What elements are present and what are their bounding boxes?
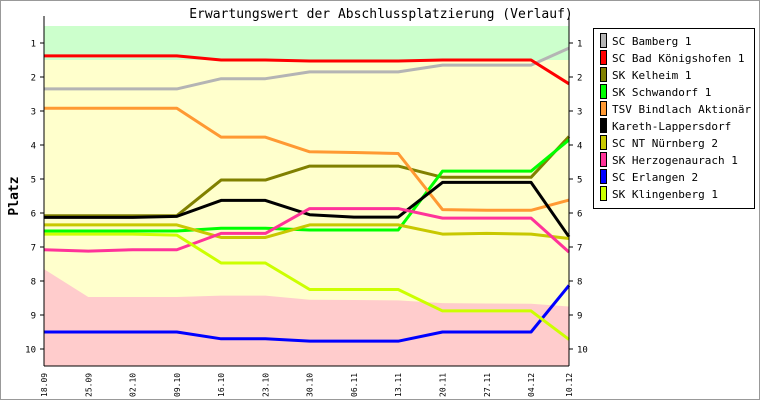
- y-tick-label-right: 5: [577, 176, 582, 186]
- series-line-5: [44, 180, 571, 238]
- legend-label-8: SC Erlangen 2: [612, 171, 698, 184]
- series-line-9: [44, 232, 570, 341]
- x-tick-label: 25.09: [84, 373, 93, 397]
- legend-swatch-9: [600, 186, 607, 201]
- legend-swatch-5: [600, 118, 607, 133]
- x-tick-label: 04.12: [527, 373, 536, 397]
- series-line-8: [44, 284, 571, 343]
- legend-label-2: SK Kelheim 1: [612, 69, 691, 82]
- y-tick-label-right: 4: [577, 142, 582, 152]
- legend-swatch-3: [600, 84, 607, 99]
- series-line-1: [44, 54, 570, 86]
- legend-swatch-2: [600, 67, 607, 82]
- legend-label-9: SK Klingenberg 1: [612, 188, 718, 201]
- legend-label-1: SC Bad Königshofen 1: [612, 52, 744, 65]
- x-tick-label: 13.11: [394, 373, 403, 397]
- zone-top: [44, 26, 569, 60]
- y-tick-label-right: 1: [577, 40, 582, 50]
- legend-swatch-8: [600, 169, 607, 184]
- legend-label-0: SC Bamberg 1: [612, 35, 691, 48]
- x-tick-label: 23.10: [261, 373, 270, 397]
- series-line-6: [44, 223, 570, 240]
- y-tick-label-right: 8: [577, 278, 582, 288]
- y-tick-label-left: 5: [31, 176, 36, 186]
- x-tick-label: 16.10: [217, 373, 226, 397]
- legend-swatch-4: [600, 101, 607, 116]
- x-tick-label: 18.09: [40, 373, 49, 397]
- x-tick-label: 10.12: [565, 373, 574, 397]
- x-tick-label: 27.11: [483, 373, 492, 397]
- legend-swatch-7: [600, 152, 607, 167]
- legend-box: [593, 28, 755, 209]
- y-tick-label-left: 1: [31, 40, 36, 50]
- x-tick-label: 02.10: [129, 373, 138, 397]
- y-tick-label-right: 2: [577, 74, 582, 84]
- x-tick-label: 09.10: [173, 373, 182, 397]
- x-tick-label: 20.11: [438, 373, 447, 397]
- legend-label-4: TSV Bindlach Aktionär 1: [612, 103, 760, 116]
- y-tick-label-right: 9: [577, 312, 582, 322]
- y-tick-label-right: 10: [577, 346, 588, 356]
- legend-label-6: SC NT Nürnberg 2: [612, 137, 718, 150]
- y-tick-label-left: 8: [31, 278, 36, 288]
- zone-bottom: [44, 269, 569, 366]
- legend-swatch-1: [600, 50, 607, 65]
- series-line-0: [44, 46, 570, 91]
- y-tick-label-left: 6: [31, 210, 36, 220]
- y-tick-label-right: 6: [577, 210, 582, 220]
- legend-swatch-0: [600, 33, 607, 48]
- series-line-3: [44, 138, 570, 233]
- y-tick-label-left: 4: [31, 142, 36, 152]
- y-tick-label-left: 2: [31, 74, 36, 84]
- legend-swatch-6: [600, 135, 607, 150]
- y-tick-label-left: 7: [31, 244, 36, 254]
- y-tick-label-left: 10: [25, 346, 36, 356]
- legend-label-7: SK Herzogenaurach 1: [612, 154, 738, 167]
- legend-label-3: SK Schwandorf 1: [612, 86, 711, 99]
- y-tick-label-left: 9: [31, 312, 36, 322]
- legend-label-5: Kareth-Lappersdorf: [612, 120, 731, 133]
- x-tick-label: 06.11: [350, 373, 359, 397]
- y-axis-label: Platz: [7, 176, 22, 215]
- chart-title: Erwartungswert der Abschlussplatzierung …: [189, 7, 573, 22]
- x-tick-label: 30.10: [306, 373, 315, 397]
- y-tick-label-left: 3: [31, 108, 36, 118]
- series-line-4: [44, 106, 570, 212]
- y-tick-label-right: 7: [577, 244, 582, 254]
- series-line-7: [43, 207, 571, 254]
- y-tick-label-right: 3: [577, 108, 582, 118]
- series-line-2: [44, 135, 571, 218]
